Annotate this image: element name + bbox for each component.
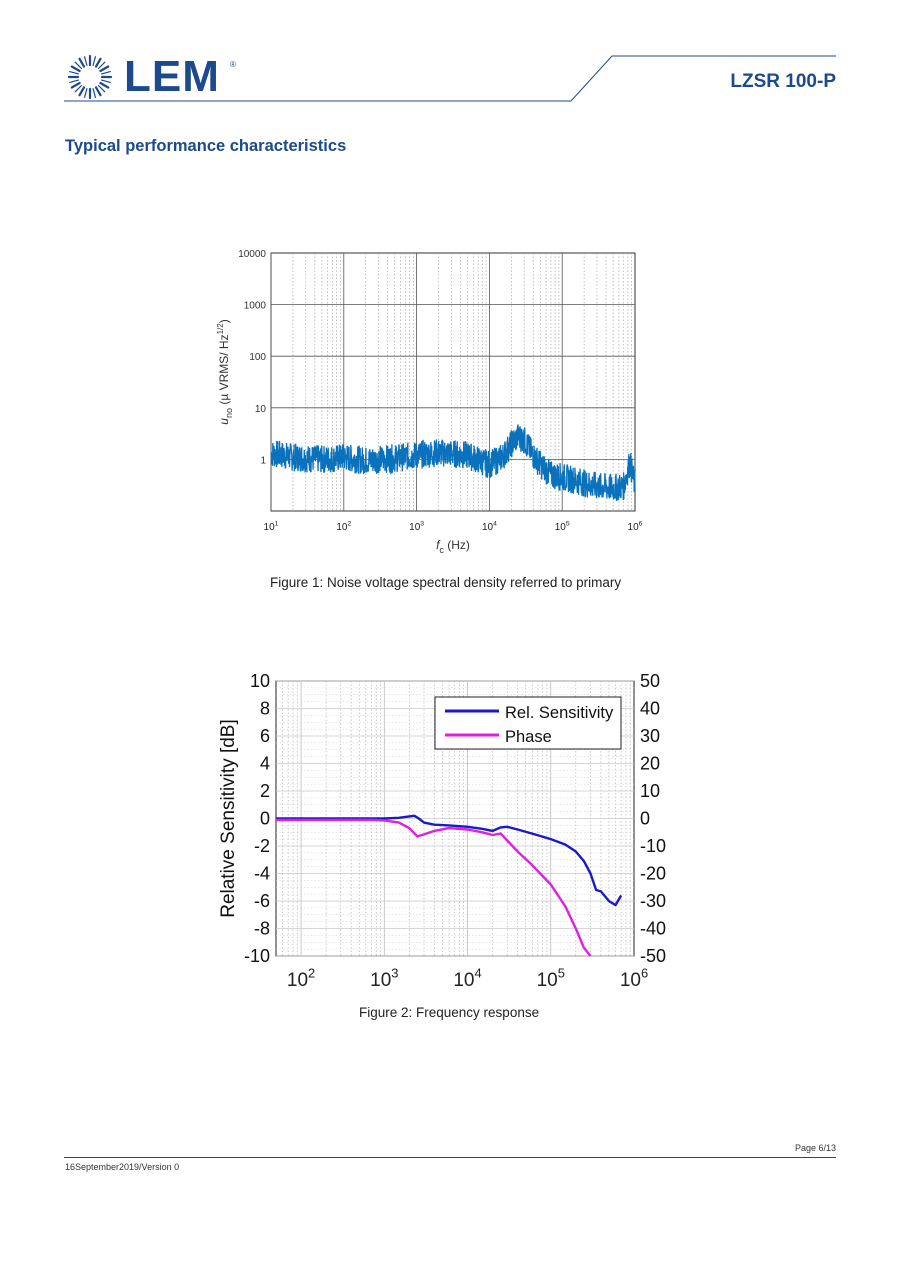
x-tick-label: 104 — [453, 965, 481, 991]
y-tick-label: 8 — [260, 699, 270, 719]
y2-tick-label: 50 — [640, 671, 660, 691]
noise-density-chart: 1 10 100 1000 10000 101 102 103 104 105 106 fc (Hz)… — [200, 235, 670, 565]
product-name: LZSR 100-P — [730, 71, 836, 92]
y-tick-label: -8 — [254, 919, 270, 939]
x-tick-label: 104 — [482, 521, 497, 534]
x-tick-label: 105 — [537, 965, 565, 991]
y2-tick-label: -20 — [640, 864, 666, 884]
y-tick-label: 2 — [260, 781, 270, 801]
y-tick-label: 10 — [255, 404, 267, 415]
noise-series-line — [270, 424, 636, 501]
x-tick-label: 102 — [336, 521, 351, 534]
y-tick-label: -6 — [254, 891, 270, 911]
y-tick-label: 4 — [260, 754, 270, 774]
version-info: 16September2019/Version 0 — [65, 1162, 180, 1172]
phase-line — [276, 818, 592, 957]
sunburst-icon — [67, 54, 113, 100]
y2-tick-label: -50 — [640, 946, 666, 966]
x-tick-label: 102 — [287, 965, 315, 991]
page-number: Page 6/13 — [794, 1143, 836, 1153]
y2-tick-label: 0 — [640, 809, 650, 829]
logo-registered-mark: ® — [230, 60, 236, 69]
x-axis-label: fc (Hz) — [436, 538, 470, 555]
y-tick-label: -10 — [244, 946, 270, 966]
legend-sensitivity-label: Rel. Sensitivity — [505, 704, 614, 722]
y2-tick-label: 20 — [640, 754, 660, 774]
y-tick-label: 100 — [249, 352, 266, 363]
x-tick-label: 106 — [620, 965, 648, 991]
y2-tick-label: -10 — [640, 836, 666, 856]
y2-tick-label: 40 — [640, 699, 660, 719]
x-tick-label: 105 — [555, 521, 570, 534]
noise-density-plot: 1 10 100 1000 10000 101 102 103 104 105 106 fc (Hz)… — [216, 249, 643, 555]
y2-tick-label: -30 — [640, 891, 666, 911]
y-tick-label: 0 — [260, 809, 270, 829]
y-tick-label: 1 — [260, 455, 266, 466]
footer-rule — [64, 1157, 836, 1158]
section-title: Typical performance characteristics — [65, 137, 347, 155]
legend-phase-label: Phase — [505, 728, 552, 746]
y-tick-label: 10 — [250, 671, 270, 691]
x-tick-label: 101 — [264, 521, 279, 534]
y-tick-label: 10000 — [238, 249, 266, 260]
header-rule — [64, 55, 836, 102]
y-tick-label: 1000 — [244, 301, 267, 312]
x-tick-label: 103 — [370, 965, 398, 991]
rel-sensitivity-line — [276, 814, 623, 907]
y-tick-label: -2 — [254, 836, 270, 856]
frequency-response-plot: 1086420-2-4-6-8-1050403020100-10-20-30-4… — [218, 671, 666, 991]
x-tick-label: 106 — [628, 521, 643, 534]
figure-2-caption: Figure 2: Frequency response — [359, 1005, 540, 1020]
page-header: LEM ® LZSR 100-P — [0, 0, 900, 110]
legend: Rel. Sensitivity Phase — [434, 696, 622, 750]
y-tick-label: -4 — [254, 864, 270, 884]
x-tick-label: 103 — [409, 521, 424, 534]
y-axis-label: uno (µ VRMS/ Hz1/2) — [216, 319, 234, 424]
y2-tick-label: -40 — [640, 919, 666, 939]
y2-tick-label: 10 — [640, 781, 660, 801]
figure-1-caption: Figure 1: Noise voltage spectral density… — [270, 575, 622, 590]
legend-box — [434, 696, 622, 750]
y-axis-label: Relative Sensitivity [dB] — [218, 719, 239, 918]
logo-text: LEM — [124, 52, 220, 101]
y-tick-label: 6 — [260, 726, 270, 746]
frequency-response-chart: 10 8 6 4 2 0 -2 -4 -6 -8 -10 50 40 30 20 10 0 -10 -20 -30 -4… — [200, 665, 680, 1000]
lem-logo — [67, 54, 113, 100]
y2-tick-label: 30 — [640, 726, 660, 746]
